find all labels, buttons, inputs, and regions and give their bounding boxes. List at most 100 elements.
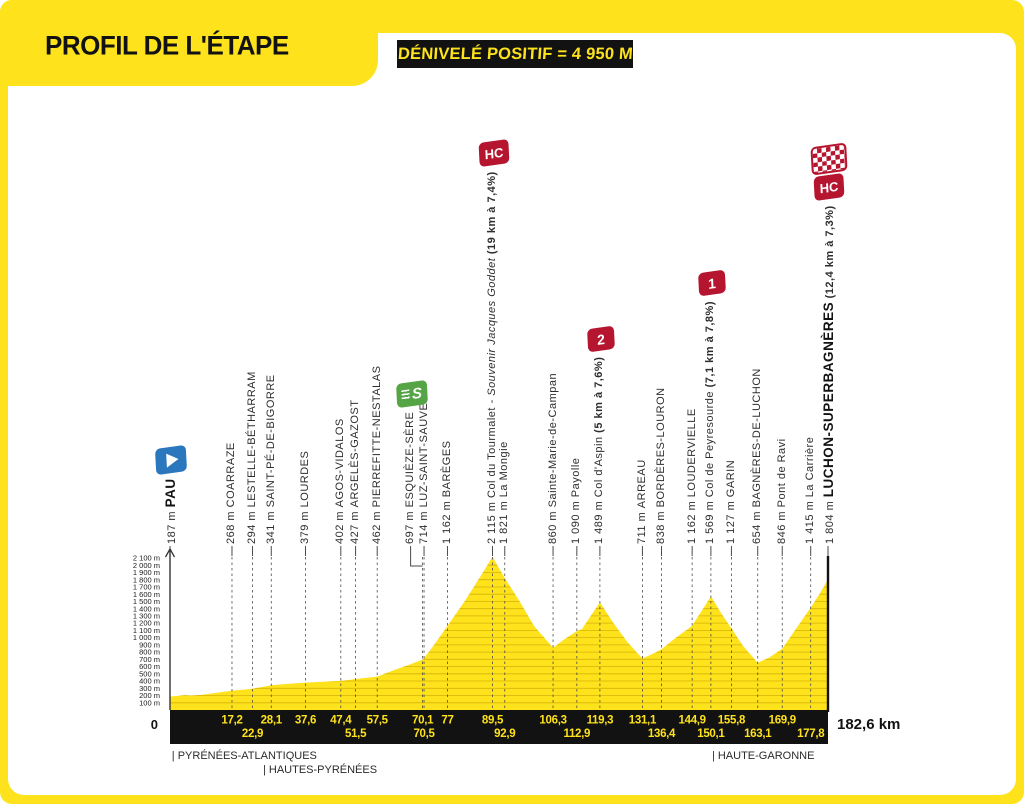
waypoint-note-italic: - Souvenir Jacques Goddet bbox=[486, 257, 498, 408]
distance-label: 169,9 bbox=[769, 715, 796, 727]
waypoint-elevation: 1 821 m bbox=[498, 497, 511, 544]
waypoint-elevation: 268 m bbox=[225, 507, 238, 544]
waypoint-label: 1 821 m La Mongie bbox=[498, 441, 511, 544]
waypoint-elevation: 294 m bbox=[246, 507, 259, 544]
elevation-tick-label: 2 100 m bbox=[133, 554, 160, 563]
waypoint-elevation: 1 090 m bbox=[570, 497, 583, 544]
elevation-tick-label: 1 700 m bbox=[133, 583, 160, 592]
waypoint-elevation: 1 162 m bbox=[685, 497, 698, 544]
waypoint-elevation: 697 m bbox=[404, 507, 417, 544]
waypoint-name: LUCHON-SUPERBAGNÈRES bbox=[820, 301, 836, 498]
waypoint-note-bold: (5 km à 7,6%) bbox=[593, 356, 606, 437]
elevation-tick-label: 2 000 m bbox=[133, 561, 160, 570]
elevation-tick-label: 500 m bbox=[139, 669, 160, 678]
waypoint-label: 860 m Sainte-Marie-de-Campan bbox=[546, 372, 559, 544]
waypoint-name: Col de Peyresourde bbox=[704, 390, 717, 498]
waypoint-name: La Mongie bbox=[498, 441, 511, 498]
waypoint-elevation: 1 415 m bbox=[804, 497, 817, 544]
label-leader-line bbox=[410, 556, 423, 567]
waypoint-label: 1 489 m Col d'Aspin (5 km à 7,6%) bbox=[593, 356, 606, 544]
distance-label: 177,8 bbox=[797, 728, 825, 740]
waypoint-name: Pont de Ravi bbox=[775, 438, 788, 508]
waypoint-label: 402 m AGOS-VIDALOS bbox=[334, 418, 347, 544]
waypoint-label: 846 m Pont de Ravi bbox=[775, 438, 788, 544]
waypoint-label: 379 m LOURDES bbox=[298, 450, 311, 544]
elevation-tick-label: 100 m bbox=[139, 698, 160, 707]
waypoint-name: Sainte-Marie-de-Campan bbox=[546, 372, 559, 508]
distance-label: 37,6 bbox=[295, 715, 316, 727]
hc-text: HC bbox=[819, 178, 839, 196]
waypoint-elevation: 2 115 m bbox=[486, 498, 498, 544]
department-label: | HAUTE-GARONNE bbox=[712, 750, 814, 762]
distance-label: 28,1 bbox=[261, 715, 283, 727]
waypoint-label: 654 m BAGNÈRES-DE-LUCHON bbox=[751, 368, 764, 544]
waypoint-name: BORDÈRES-LOURON bbox=[655, 387, 668, 508]
waypoint-name: Col du Tourmalet bbox=[486, 407, 498, 498]
waypoint-elevation: 462 m bbox=[370, 507, 383, 544]
profile-area bbox=[170, 556, 828, 710]
waypoint-name: LESTELLE-BÉTHARRAM bbox=[246, 371, 259, 508]
waypoint-name: PAU bbox=[162, 478, 178, 508]
distance-label: 106,3 bbox=[539, 715, 566, 727]
waypoint-note-bold: (19 km à 7,4%) bbox=[486, 171, 498, 258]
elevation-gridlines bbox=[170, 557, 828, 704]
waypoint-name: GARIN bbox=[724, 459, 737, 498]
waypoint-label: 697 m ESQUIÈZE-SÈRE bbox=[404, 411, 417, 544]
waypoint-name: LOUDERVIELLE bbox=[685, 408, 698, 498]
distance-label: 22,9 bbox=[242, 728, 263, 740]
waypoint-note-bold: (7,1 km à 7,8%) bbox=[704, 301, 717, 391]
elevation-tick-label: 1 200 m bbox=[133, 619, 160, 628]
distance-label: 51,5 bbox=[345, 728, 367, 740]
distance-label: 70,5 bbox=[413, 728, 435, 740]
waypoint-elevation: 1 162 m bbox=[440, 497, 453, 544]
waypoint-elevation: 402 m bbox=[334, 507, 347, 544]
waypoint-name: BARÈGES bbox=[440, 440, 453, 498]
hc-text: HC bbox=[483, 144, 504, 162]
waypoint-label: 1 090 m Payolle bbox=[570, 457, 583, 544]
waypoint-name: BAGNÈRES-DE-LUCHON bbox=[751, 368, 764, 508]
waypoint-label: 1 804 m LUCHON-SUPERBAGNÈRES (12,4 km à … bbox=[820, 205, 836, 544]
elevation-tick-label: 700 m bbox=[139, 655, 160, 664]
category-number: 2 bbox=[596, 330, 606, 348]
waypoint-name: Col d'Aspin bbox=[593, 436, 606, 498]
title-tab bbox=[0, 0, 378, 86]
elevation-tick-label: 1 800 m bbox=[133, 575, 160, 584]
waypoint-label: 294 m LESTELLE-BÉTHARRAM bbox=[246, 371, 259, 544]
finish-flag-badge bbox=[810, 142, 848, 176]
waypoint-elevation: 714 m bbox=[417, 507, 430, 544]
waypoint-label: 462 m PIERREFITTE-NESTALAS bbox=[370, 365, 383, 544]
waypoint-label: 341 m SAINT-PÉ-DE-BIGORRE bbox=[264, 374, 277, 544]
distance-label: 70,1 bbox=[412, 715, 434, 727]
waypoint-elevation: 427 m bbox=[349, 507, 362, 544]
waypoint-elevation: 187 m bbox=[165, 507, 178, 544]
waypoint-name: ARGELÈS-GAZOST bbox=[349, 399, 362, 508]
waypoint-label: 2 115 m Col du Tourmalet - Souvenir Jacq… bbox=[486, 171, 498, 544]
distance-label: 57,5 bbox=[367, 715, 389, 727]
waypoint-name: LOURDES bbox=[298, 450, 311, 508]
waypoint-name: ESQUIÈZE-SÈRE bbox=[404, 411, 417, 508]
hc-climb-badge: HC bbox=[478, 138, 509, 168]
waypoint-elevation: 860 m bbox=[546, 507, 559, 544]
waypoint-elevation: 838 m bbox=[655, 507, 668, 544]
waypoint-elevation: 846 m bbox=[775, 507, 788, 544]
distance-label: 155,8 bbox=[718, 715, 746, 727]
waypoint-name: PIERREFITTE-NESTALAS bbox=[370, 365, 383, 508]
distance-label: 89,5 bbox=[482, 715, 504, 727]
waypoint-elevation: 379 m bbox=[298, 507, 311, 544]
elevation-tick-label: 600 m bbox=[139, 662, 160, 671]
start-km-label: 0 bbox=[151, 717, 158, 732]
elevation-tick-label: 800 m bbox=[139, 648, 160, 657]
waypoint-elevation: 1 489 m bbox=[593, 497, 606, 544]
distance-label: 119,3 bbox=[587, 715, 614, 727]
waypoint-elevation: 341 m bbox=[264, 507, 277, 544]
waypoint-label: 427 m ARGELÈS-GAZOST bbox=[349, 399, 362, 545]
elevation-tick-label: 400 m bbox=[139, 677, 160, 686]
waypoint-name: Payolle bbox=[570, 457, 583, 498]
elevation-tick-label: 1 000 m bbox=[133, 633, 160, 642]
waypoint-name: COARRAZE bbox=[225, 442, 238, 508]
waypoint-label: 1 162 m BARÈGES bbox=[440, 440, 453, 545]
waypoint-name: AGOS-VIDALOS bbox=[334, 418, 347, 508]
elevation-tick-label: 1 300 m bbox=[133, 612, 160, 621]
distance-bar bbox=[170, 710, 828, 744]
